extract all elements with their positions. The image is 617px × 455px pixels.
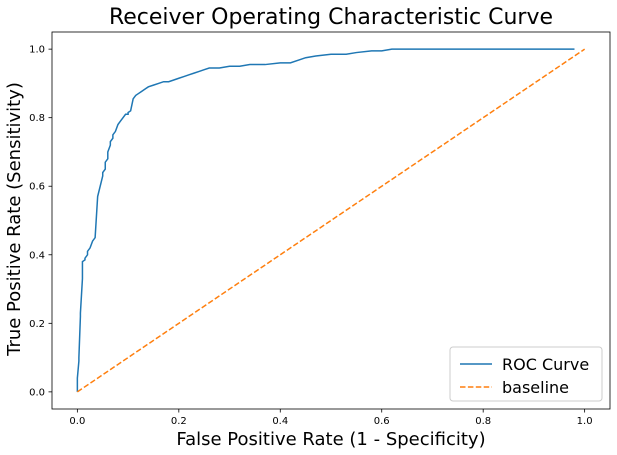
x-tick-label: 1.0 (577, 416, 593, 427)
chart-title: Receiver Operating Characteristic Curve (109, 5, 553, 30)
series-line-baseline (76, 48, 586, 393)
x-tick-label: 0.0 (69, 416, 85, 427)
x-tick-label: 0.2 (171, 416, 187, 427)
x-axis-label: False Positive Rate (1 - Specificity) (176, 429, 485, 450)
series-layer (76, 48, 586, 393)
y-tick-label: 0.2 (29, 319, 45, 330)
plot-area: 0.0 0.2 0.4 0.6 0.8 1.0 0.0 0.2 0.4 0.6 0.8 1.0 (29, 31, 611, 427)
series-line-roc-curve (76, 48, 575, 392)
y-axis-ticks: 0.0 0.2 0.4 0.6 0.8 1.0 (29, 45, 52, 398)
y-tick-label: 0.8 (29, 113, 45, 124)
y-axis-label: True Positive Rate (Sensitivity) (4, 82, 25, 357)
y-tick-label: 1.0 (29, 45, 45, 56)
y-tick-label: 0.6 (29, 182, 45, 193)
x-axis-ticks: 0.0 0.2 0.4 0.6 0.8 1.0 (69, 409, 593, 427)
legend: ROC Curve baseline (449, 346, 603, 402)
y-tick-label: 0.4 (29, 250, 45, 261)
x-tick-label: 0.8 (475, 416, 491, 427)
y-tick-label: 0.0 (29, 387, 45, 398)
plot-frame (51, 31, 611, 410)
legend-label: ROC Curve (502, 355, 589, 374)
x-tick-label: 0.6 (374, 416, 390, 427)
legend-label: baseline (502, 378, 569, 397)
x-tick-label: 0.4 (272, 416, 288, 427)
